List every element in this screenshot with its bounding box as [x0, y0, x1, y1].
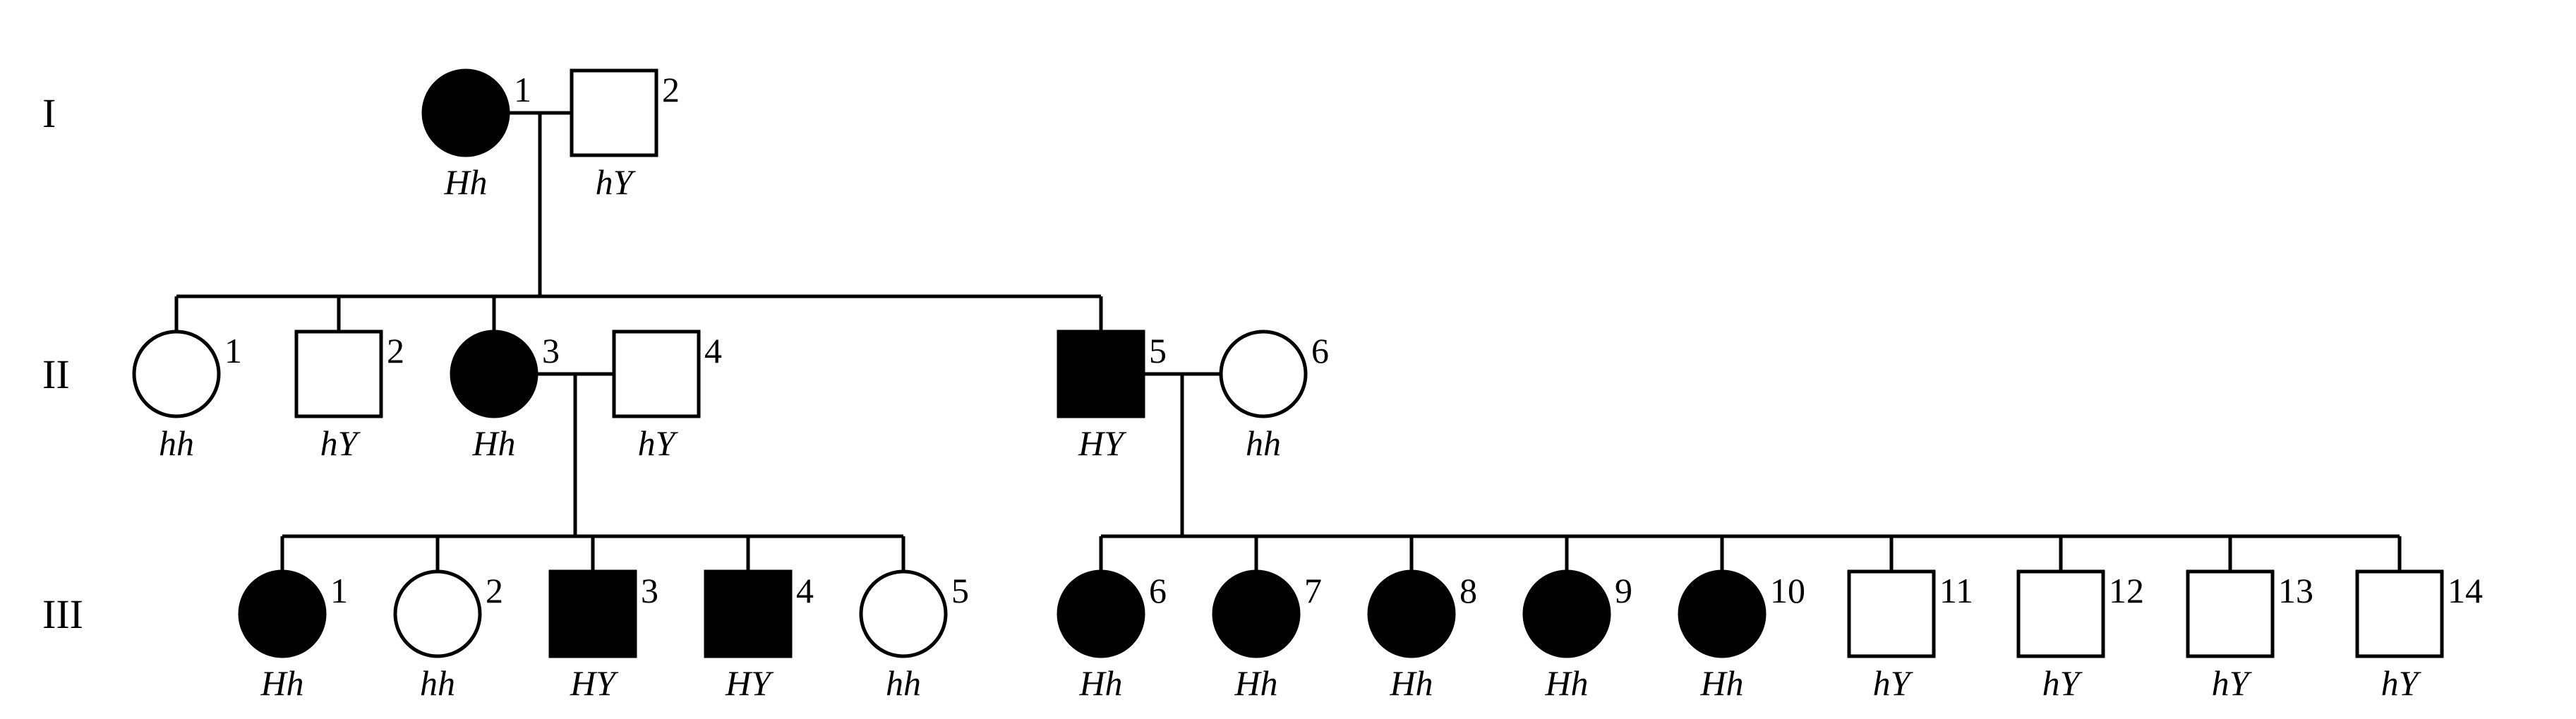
person-II-3: 3 Hh	[452, 331, 560, 463]
person-number: 4	[796, 571, 814, 610]
person-III-11: 11 hY	[1849, 571, 1973, 703]
person-number: 7	[1304, 571, 1322, 610]
male-symbol	[572, 71, 656, 155]
person-genotype: HY	[570, 663, 619, 703]
generation-label: II	[42, 351, 70, 397]
person-number: 12	[2109, 571, 2144, 610]
person-III-6: 6 Hh	[1059, 571, 1167, 703]
female-symbol	[1221, 332, 1306, 416]
female-symbol	[1214, 572, 1299, 656]
female-symbol	[452, 332, 536, 416]
person-number: 6	[1149, 571, 1167, 610]
person-III-9: 9 Hh	[1524, 571, 1632, 703]
female-symbol	[240, 572, 325, 656]
person-I-2: 2 hY	[572, 70, 680, 202]
person-III-10: 10 Hh	[1680, 571, 1805, 703]
pedigree-chart: IIIIII1Hh2hY1hh2hY3Hh4hY5HY6hh1Hh2hh3HY4…	[0, 0, 2576, 719]
person-genotype: Hh	[443, 162, 487, 202]
female-symbol	[1059, 572, 1143, 656]
person-number: 9	[1615, 571, 1632, 610]
person-III-13: 13 hY	[2188, 571, 2313, 703]
person-number: 5	[1149, 331, 1167, 370]
person-II-4: 4 hY	[614, 331, 722, 463]
person-number: 2	[387, 331, 404, 370]
person-genotype: HY	[725, 663, 774, 703]
male-symbol	[296, 332, 381, 416]
person-genotype: hY	[638, 423, 679, 463]
male-symbol	[706, 572, 790, 656]
female-symbol	[395, 572, 480, 656]
person-number: 6	[1311, 331, 1329, 370]
female-symbol	[1680, 572, 1764, 656]
female-symbol	[1524, 572, 1609, 656]
person-number: 1	[514, 70, 531, 109]
person-number: 1	[330, 571, 348, 610]
person-number: 13	[2278, 571, 2313, 610]
male-symbol	[1059, 332, 1143, 416]
person-III-4: 4 HY	[706, 571, 814, 703]
person-genotype: HY	[1078, 423, 1127, 463]
person-number: 4	[704, 331, 722, 370]
person-genotype: hh	[1246, 423, 1281, 463]
male-symbol	[550, 572, 635, 656]
person-II-2: 2 hY	[296, 331, 404, 463]
person-genotype: hY	[2381, 663, 2422, 703]
male-symbol	[2357, 572, 2442, 656]
person-number: 14	[2448, 571, 2483, 610]
person-III-5: 5 hh	[861, 571, 969, 703]
person-genotype: hY	[2212, 663, 2253, 703]
person-III-14: 14 hY	[2357, 571, 2483, 703]
person-genotype: hY	[320, 423, 361, 463]
person-genotype: hh	[886, 663, 921, 703]
person-number: 3	[641, 571, 658, 610]
person-number: 3	[542, 331, 560, 370]
male-symbol	[2188, 572, 2273, 656]
person-III-7: 7 Hh	[1214, 571, 1322, 703]
generation-label: I	[42, 90, 56, 136]
person-genotype: hh	[420, 663, 455, 703]
person-genotype: hY	[1873, 663, 1914, 703]
male-symbol	[614, 332, 699, 416]
person-number: 10	[1770, 571, 1805, 610]
person-III-8: 8 Hh	[1369, 571, 1477, 703]
person-genotype: Hh	[1389, 663, 1433, 703]
person-III-12: 12 hY	[2018, 571, 2144, 703]
person-III-1: 1 Hh	[240, 571, 348, 703]
person-number: 8	[1459, 571, 1477, 610]
person-genotype: Hh	[1544, 663, 1588, 703]
person-genotype: Hh	[1078, 663, 1122, 703]
generation-label: III	[42, 591, 83, 637]
person-III-3: 3 HY	[550, 571, 658, 703]
person-number: 2	[662, 70, 680, 109]
person-genotype: Hh	[1234, 663, 1277, 703]
female-symbol	[423, 71, 508, 155]
person-number: 1	[224, 331, 242, 370]
person-II-6: 6 hh	[1221, 331, 1329, 463]
person-I-1: 1 Hh	[423, 70, 531, 202]
person-genotype: hY	[596, 162, 637, 202]
person-III-2: 2 hh	[395, 571, 503, 703]
person-genotype: Hh	[471, 423, 515, 463]
female-symbol	[134, 332, 219, 416]
female-symbol	[861, 572, 946, 656]
female-symbol	[1369, 572, 1454, 656]
person-number: 11	[1939, 571, 1973, 610]
person-genotype: Hh	[260, 663, 303, 703]
person-genotype: hY	[2042, 663, 2083, 703]
person-number: 2	[486, 571, 503, 610]
person-genotype: hh	[159, 423, 194, 463]
male-symbol	[2018, 572, 2103, 656]
person-genotype: Hh	[1699, 663, 1743, 703]
person-II-5: 5 HY	[1059, 331, 1167, 463]
person-number: 5	[951, 571, 969, 610]
male-symbol	[1849, 572, 1934, 656]
person-II-1: 1 hh	[134, 331, 242, 463]
